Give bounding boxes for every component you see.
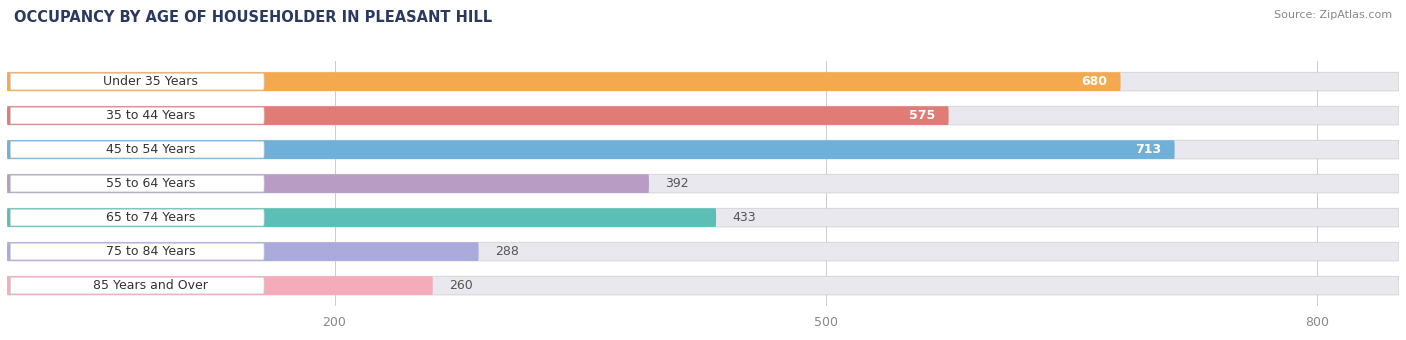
Text: 713: 713 <box>1136 143 1161 156</box>
FancyBboxPatch shape <box>10 277 264 294</box>
Text: 575: 575 <box>910 109 935 122</box>
FancyBboxPatch shape <box>7 106 949 125</box>
Text: 433: 433 <box>733 211 756 224</box>
FancyBboxPatch shape <box>7 208 1399 227</box>
FancyBboxPatch shape <box>7 140 1174 159</box>
FancyBboxPatch shape <box>7 106 1399 125</box>
FancyBboxPatch shape <box>7 276 433 295</box>
Text: OCCUPANCY BY AGE OF HOUSEHOLDER IN PLEASANT HILL: OCCUPANCY BY AGE OF HOUSEHOLDER IN PLEAS… <box>14 10 492 25</box>
FancyBboxPatch shape <box>7 276 1399 295</box>
FancyBboxPatch shape <box>10 107 264 124</box>
Text: 45 to 54 Years: 45 to 54 Years <box>105 143 195 156</box>
FancyBboxPatch shape <box>10 209 264 226</box>
FancyBboxPatch shape <box>10 73 264 90</box>
Text: 65 to 74 Years: 65 to 74 Years <box>105 211 195 224</box>
Text: 75 to 84 Years: 75 to 84 Years <box>105 245 195 258</box>
FancyBboxPatch shape <box>7 174 1399 193</box>
Text: 260: 260 <box>449 279 472 292</box>
FancyBboxPatch shape <box>10 243 264 260</box>
FancyBboxPatch shape <box>10 141 264 158</box>
Text: 680: 680 <box>1081 75 1108 88</box>
FancyBboxPatch shape <box>7 208 716 227</box>
FancyBboxPatch shape <box>7 140 1399 159</box>
FancyBboxPatch shape <box>7 242 1399 261</box>
Text: 288: 288 <box>495 245 519 258</box>
Text: Source: ZipAtlas.com: Source: ZipAtlas.com <box>1274 10 1392 20</box>
FancyBboxPatch shape <box>7 174 650 193</box>
Text: 392: 392 <box>665 177 689 190</box>
FancyBboxPatch shape <box>7 72 1399 91</box>
Text: Under 35 Years: Under 35 Years <box>103 75 198 88</box>
FancyBboxPatch shape <box>7 242 478 261</box>
FancyBboxPatch shape <box>7 72 1121 91</box>
Text: 85 Years and Over: 85 Years and Over <box>93 279 208 292</box>
Text: 35 to 44 Years: 35 to 44 Years <box>105 109 195 122</box>
FancyBboxPatch shape <box>10 175 264 192</box>
Text: 55 to 64 Years: 55 to 64 Years <box>105 177 195 190</box>
